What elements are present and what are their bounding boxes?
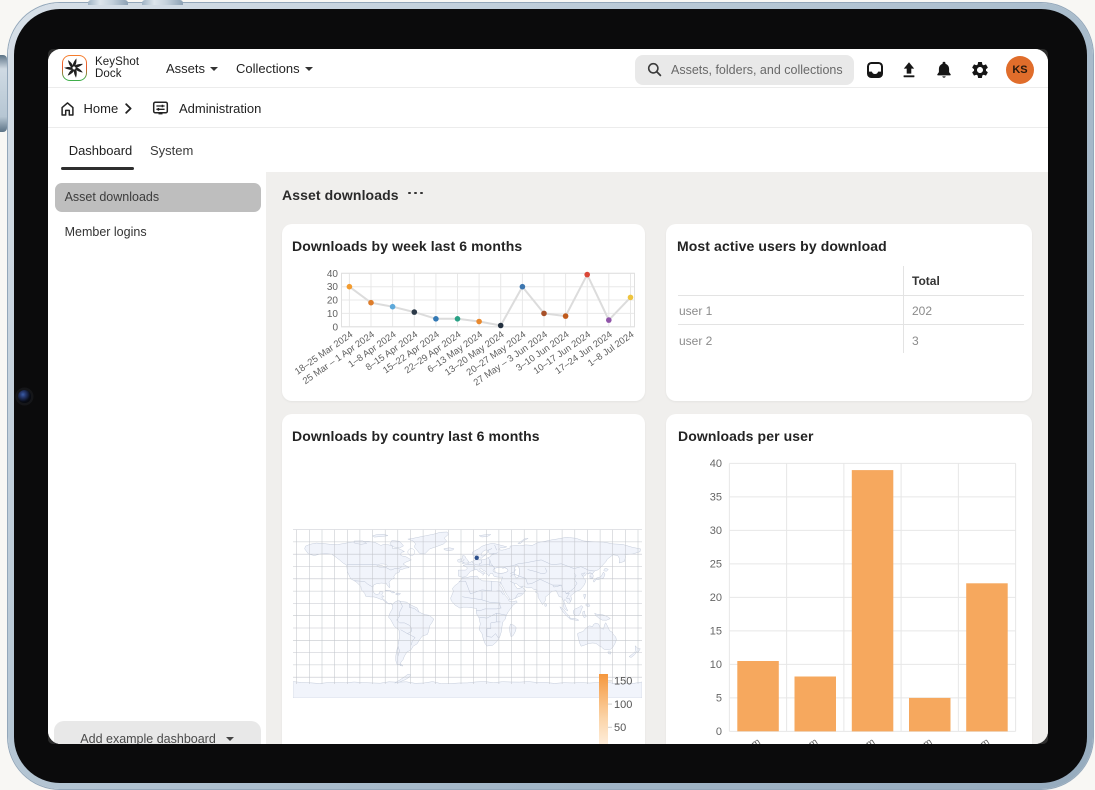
svg-text:0: 0 [332, 322, 338, 333]
svg-text:40: 40 [710, 458, 722, 470]
svg-text:10: 10 [327, 309, 339, 320]
svg-text:35: 35 [710, 491, 722, 503]
svg-text:30: 30 [327, 282, 339, 293]
svg-text:user4@mail.com: user4@mail.com [865, 736, 934, 744]
svg-text:100: 100 [614, 698, 632, 710]
svg-text:user5@mail.com: user5@mail.com [923, 736, 992, 744]
svg-text:20: 20 [327, 296, 339, 307]
svg-text:user3@mail.com: user3@mail.com [808, 736, 877, 744]
svg-text:25: 25 [710, 558, 722, 570]
svg-text:0: 0 [716, 726, 722, 738]
svg-text:5: 5 [716, 692, 722, 704]
svg-text:30: 30 [710, 525, 722, 537]
svg-text:150: 150 [614, 675, 632, 687]
svg-text:50: 50 [614, 722, 626, 734]
svg-text:15: 15 [710, 625, 722, 637]
svg-text:10: 10 [710, 659, 722, 671]
svg-text:20: 20 [710, 592, 722, 604]
svg-text:40: 40 [327, 269, 339, 280]
